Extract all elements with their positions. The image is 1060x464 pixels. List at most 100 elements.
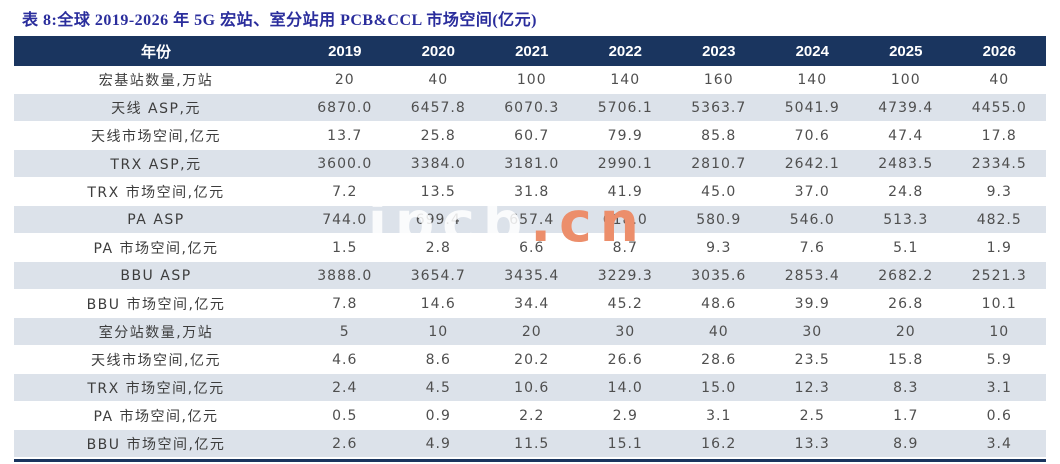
value-cell: 20 [334, 71, 355, 88]
value-cell: 2.4 [332, 379, 358, 396]
table-body: 宏基站数量,万站 20 40 100 140 160 140 100 40 天线 ASP,元 687… [14, 66, 1046, 458]
header-cell-year: 2022 [608, 42, 642, 60]
value-cell: 2990.1 [597, 155, 653, 172]
table-row: 天线市场空间,亿元 13.7 25.8 60.7 79.9 85.8 70.6 47.4 17.… [14, 122, 1046, 150]
value-cell: 8.3 [893, 379, 919, 396]
value-cell: 9.3 [986, 183, 1012, 200]
value-cell: 45.0 [701, 183, 737, 200]
row-label-cell: BBU 市场空间,亿元 [86, 436, 226, 453]
value-cell: 140 [797, 71, 828, 88]
value-cell: 1.7 [893, 407, 919, 424]
value-cell: 100 [516, 71, 547, 88]
value-cell: 5.9 [986, 351, 1012, 368]
value-cell: 6.6 [519, 239, 545, 256]
value-cell: 41.9 [607, 183, 643, 200]
row-label-cell: PA 市场空间,亿元 [93, 240, 219, 257]
value-cell: 40 [708, 323, 729, 340]
value-cell: 2.5 [799, 407, 825, 424]
row-label-cell: BBU 市场空间,亿元 [86, 296, 226, 313]
value-cell: 39.9 [794, 295, 830, 312]
value-cell: 3.4 [986, 435, 1012, 452]
value-cell: 45.2 [607, 295, 643, 312]
value-cell: 28.6 [701, 351, 737, 368]
value-cell: 7.8 [332, 295, 358, 312]
value-cell: 3.1 [986, 379, 1012, 396]
value-cell: 3.1 [706, 407, 732, 424]
value-cell: 160 [703, 71, 734, 88]
header-cell-row-label: 年份 [140, 43, 171, 61]
value-cell: 85.8 [701, 127, 737, 144]
row-label-cell: 宏基站数量,万站 [98, 72, 214, 89]
value-cell: 20.2 [514, 351, 550, 368]
value-cell: 100 [890, 71, 921, 88]
value-cell: 657.4 [509, 211, 555, 228]
table-header-row: 年份 2019 2020 2021 2022 2023 2024 2025 2026 [14, 36, 1046, 66]
value-cell: 4.6 [332, 351, 358, 368]
value-cell: 30 [615, 323, 636, 340]
value-cell: 3181.0 [504, 155, 560, 172]
table-row: 室分站数量,万站 5 10 20 30 40 30 20 10 [14, 318, 1046, 346]
table-bottom-border [14, 459, 1046, 462]
row-label-cell: TRX ASP,元 [110, 156, 202, 173]
value-cell: 0.6 [986, 407, 1012, 424]
row-label-cell: 室分站数量,万站 [98, 324, 214, 341]
value-cell: 1.5 [332, 239, 358, 256]
table-row: 天线 ASP,元 6870.0 6457.8 6070.3 5706.1 5363.7 50… [14, 94, 1046, 122]
value-cell: 9.3 [706, 239, 732, 256]
row-label-cell: PA ASP [127, 211, 185, 228]
value-cell: 580.9 [696, 211, 742, 228]
value-cell: 13.7 [327, 127, 363, 144]
value-cell: 47.4 [888, 127, 924, 144]
row-label-cell: TRX 市场空间,亿元 [87, 380, 225, 397]
value-cell: 2810.7 [691, 155, 747, 172]
value-cell: 8.9 [893, 435, 919, 452]
value-cell: 13.3 [794, 435, 830, 452]
value-cell: 11.5 [514, 435, 550, 452]
header-cell-year: 2020 [421, 42, 455, 60]
value-cell: 37.0 [794, 183, 830, 200]
row-label-cell: BBU ASP [120, 267, 192, 284]
value-cell: 30 [802, 323, 823, 340]
data-table: 年份 2019 2020 2021 2022 2023 2024 2025 2026 宏基站数量… [14, 36, 1046, 462]
value-cell: 6070.3 [504, 99, 560, 116]
row-label-cell: 天线市场空间,亿元 [91, 352, 221, 369]
value-cell: 2.9 [612, 407, 638, 424]
value-cell: 5 [339, 323, 350, 340]
table-row: BBU 市场空间,亿元 2.6 4.9 11.5 15.1 16.2 13.3 8.9 3.4 [14, 430, 1046, 458]
value-cell: 2483.5 [878, 155, 934, 172]
value-cell: 0.5 [332, 407, 358, 424]
table-title: 表 8:全球 2019-2026 年 5G 宏站、室分站用 PCB&CCL 市场… [22, 12, 537, 29]
row-label-cell: PA 市场空间,亿元 [93, 408, 219, 425]
table-row: TRX 市场空间,亿元 7.2 13.5 31.8 41.9 45.0 37.0 24.8 9.… [14, 178, 1046, 206]
value-cell: 3654.7 [410, 267, 466, 284]
value-cell: 3888.0 [317, 267, 373, 284]
value-cell: 618.0 [602, 211, 648, 228]
value-cell: 4455.0 [971, 99, 1027, 116]
value-cell: 3384.0 [410, 155, 466, 172]
header-cell-year: 2019 [328, 42, 362, 60]
value-cell: 10 [989, 323, 1010, 340]
value-cell: 3435.4 [504, 267, 560, 284]
table-row: BBU ASP 3888.0 3654.7 3435.4 3229.3 3035.6 285… [14, 262, 1046, 290]
value-cell: 8.7 [612, 239, 638, 256]
value-cell: 79.9 [607, 127, 643, 144]
value-cell: 10.6 [514, 379, 550, 396]
value-cell: 40 [428, 71, 449, 88]
value-cell: 13.5 [420, 183, 456, 200]
value-cell: 15.0 [701, 379, 737, 396]
value-cell: 5041.9 [784, 99, 840, 116]
value-cell: 24.8 [888, 183, 924, 200]
value-cell: 48.6 [701, 295, 737, 312]
value-cell: 0.9 [425, 407, 451, 424]
value-cell: 2642.1 [784, 155, 840, 172]
value-cell: 20 [521, 323, 542, 340]
value-cell: 2682.2 [878, 267, 934, 284]
value-cell: 14.6 [420, 295, 456, 312]
header-cell-year: 2023 [702, 42, 736, 60]
value-cell: 70.6 [794, 127, 830, 144]
header-cell-year: 2021 [515, 42, 549, 60]
value-cell: 15.1 [607, 435, 643, 452]
value-cell: 3600.0 [317, 155, 373, 172]
table-row: PA 市场空间,亿元 1.5 2.8 6.6 8.7 9.3 7.6 5.1 1.9 [14, 234, 1046, 262]
table-row: BBU 市场空间,亿元 7.8 14.6 34.4 45.2 48.6 39.9 26.8 10… [14, 290, 1046, 318]
